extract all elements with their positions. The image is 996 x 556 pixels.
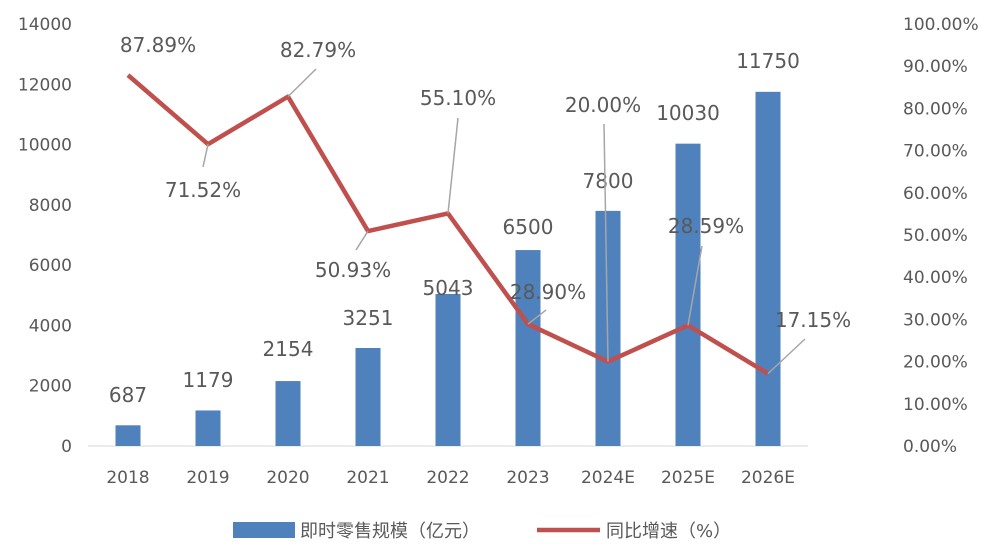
x-axis-tick: 2026E bbox=[741, 468, 795, 488]
bar bbox=[355, 348, 381, 446]
left-axis-tick: 8000 bbox=[29, 196, 72, 216]
right-axis-tick: 30.00% bbox=[903, 310, 968, 330]
left-axis-tick: 6000 bbox=[29, 256, 72, 276]
right-axis-tick: 60.00% bbox=[903, 184, 968, 204]
line-data-label: 17.15% bbox=[775, 308, 851, 332]
leader-line bbox=[202, 144, 209, 168]
right-axis-tick: 70.00% bbox=[903, 142, 968, 162]
left-axis-tick: 4000 bbox=[29, 316, 72, 336]
x-axis-tick: 2020 bbox=[266, 468, 309, 488]
line-data-label: 50.93% bbox=[315, 258, 391, 282]
bar-data-label: 10030 bbox=[656, 101, 720, 125]
line-data-label: 28.59% bbox=[668, 214, 744, 238]
bar-data-label: 2154 bbox=[263, 337, 314, 361]
right-axis-tick: 20.00% bbox=[903, 353, 968, 373]
x-axis-tick: 2018 bbox=[106, 468, 149, 488]
right-axis-tick: 50.00% bbox=[903, 226, 968, 246]
bar-data-label: 5043 bbox=[423, 276, 474, 300]
x-axis-tick: 2021 bbox=[346, 468, 389, 488]
bar-data-label: 687 bbox=[109, 383, 147, 407]
leader-line bbox=[603, 123, 609, 362]
left-axis-tick: 2000 bbox=[29, 377, 72, 397]
bar bbox=[115, 425, 141, 446]
bar bbox=[275, 381, 301, 446]
bar-data-label: 3251 bbox=[343, 306, 394, 330]
legend-line-label: 同比增速（%） bbox=[606, 521, 731, 542]
line-data-label: 20.00% bbox=[565, 93, 641, 117]
bar bbox=[515, 250, 541, 446]
bar-data-label: 11750 bbox=[736, 49, 800, 73]
left-axis-tick: 14000 bbox=[18, 15, 72, 35]
x-axis-tick: 2023 bbox=[506, 468, 549, 488]
x-axis-tick: 2024E bbox=[581, 468, 635, 488]
leader-line bbox=[355, 230, 369, 251]
line-data-label: 87.89% bbox=[120, 33, 196, 57]
bar-data-label: 1179 bbox=[183, 368, 234, 392]
bar-data-label: 6500 bbox=[503, 215, 554, 239]
left-axis-tick: 10000 bbox=[18, 136, 72, 156]
bar-data-label: 7800 bbox=[583, 169, 634, 193]
leader-line bbox=[287, 68, 317, 98]
line-data-label: 71.52% bbox=[165, 178, 241, 202]
leader-line bbox=[447, 117, 459, 214]
bar bbox=[675, 143, 701, 446]
leader-line bbox=[687, 245, 703, 326]
right-axis-tick: 0.00% bbox=[903, 437, 957, 457]
leader-line bbox=[767, 338, 806, 375]
right-axis-tick: 40.00% bbox=[903, 268, 968, 288]
right-axis-tick: 80.00% bbox=[903, 99, 968, 119]
legend-bar-label: 即时零售规模（亿元） bbox=[300, 521, 480, 542]
line-data-label: 28.90% bbox=[510, 280, 586, 304]
bar bbox=[755, 91, 781, 447]
right-axis-tick: 90.00% bbox=[903, 57, 968, 77]
leader-line bbox=[527, 309, 547, 325]
bar bbox=[435, 293, 461, 446]
left-axis-tick: 12000 bbox=[18, 75, 72, 95]
line-data-label: 55.10% bbox=[420, 86, 496, 110]
legend-bar-swatch bbox=[233, 522, 295, 538]
x-axis-tick: 2025E bbox=[661, 468, 715, 488]
right-axis-tick: 10.00% bbox=[903, 395, 968, 415]
x-axis-tick: 2019 bbox=[186, 468, 229, 488]
bar bbox=[195, 410, 221, 446]
line-data-label: 82.79% bbox=[280, 38, 356, 62]
left-axis-tick: 0 bbox=[61, 437, 72, 457]
right-axis-tick: 100.00% bbox=[903, 15, 979, 35]
x-axis-tick: 2022 bbox=[426, 468, 469, 488]
